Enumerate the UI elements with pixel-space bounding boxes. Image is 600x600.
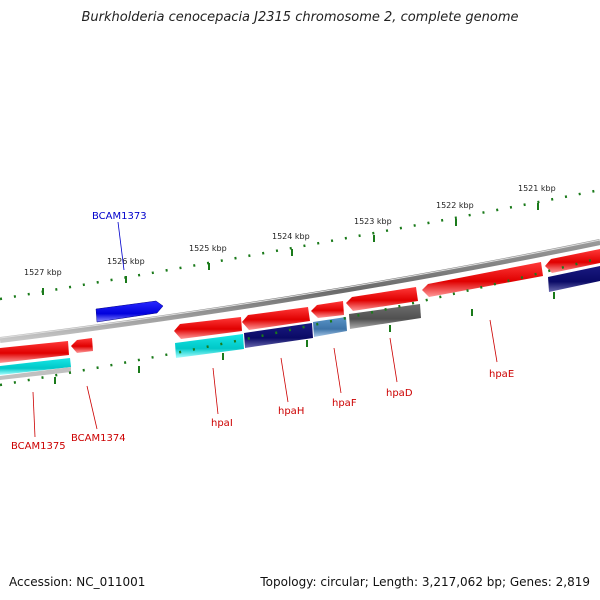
leader-line-hpah	[280, 357, 289, 403]
tick-label: 1527 kbp	[24, 268, 62, 277]
gene-label-hpah[interactable]: hpaH	[278, 406, 304, 417]
gene-label-bcam1373[interactable]: BCAM1373	[92, 211, 147, 222]
function-track	[0, 266, 600, 380]
gene-label-hpad[interactable]: hpaD	[386, 388, 413, 399]
leader-line-hpaf	[333, 347, 342, 394]
tick-label: 1523 kbp	[354, 217, 392, 226]
cds-arrow-hpaf[interactable]	[311, 301, 344, 318]
chromosome-backbone	[0, 239, 600, 343]
cds-arrow-hpai[interactable]	[174, 317, 242, 339]
cds-arrow-bcam1374[interactable]	[71, 338, 93, 353]
gene-label-hpai[interactable]: hpaI	[211, 418, 233, 429]
cds-arrow-bcam1375[interactable]	[0, 341, 69, 363]
gene-labels: BCAM1373 BCAM1374 BCAM1375 hpaI hpaH hpa…	[11, 211, 514, 452]
gene-label-bcam1375[interactable]: BCAM1375	[11, 441, 66, 452]
map-title: Burkholderia cenocepacia J2315 chromosom…	[81, 10, 519, 25]
cds-arrow-hpad[interactable]	[346, 287, 418, 311]
category-gray-band	[0, 367, 71, 380]
category-block-hpad[interactable]	[349, 304, 421, 329]
leader-line-bcam1373	[117, 221, 125, 271]
tick-label: 1525 kbp	[189, 244, 227, 253]
gene-arrow-bcam1373[interactable]	[95, 300, 164, 323]
cds-arrow-hpah[interactable]	[242, 307, 310, 330]
category-block-right[interactable]	[548, 266, 600, 292]
gene-label-hpae[interactable]: hpaE	[489, 369, 514, 380]
tick-label: 1521 kbp	[518, 184, 556, 193]
leader-line-hpae	[489, 319, 498, 363]
category-block-bcam1375[interactable]	[0, 358, 71, 375]
gene-label-bcam1374[interactable]: BCAM1374	[71, 433, 126, 444]
tick-label: 1524 kbp	[272, 232, 310, 241]
leader-line-hpad	[389, 337, 398, 383]
leader-line-hpai	[212, 367, 219, 415]
leader-line-bcam1374	[86, 385, 98, 430]
cds-track-minus	[0, 249, 600, 363]
genome-summary: Topology: circular; Length: 3,217,062 bp…	[260, 575, 590, 589]
tick-labels: 1527 kbp 1526 kbp 1525 kbp 1524 kbp 1523…	[24, 184, 556, 277]
chromosome-backbone-highlight	[0, 239, 600, 339]
outer-tick-ruler	[0, 188, 600, 301]
leader-line-bcam1375	[32, 391, 36, 438]
category-block-hpai[interactable]	[175, 334, 244, 358]
tick-label: 1522 kbp	[436, 201, 474, 210]
gene-label-hpaf[interactable]: hpaF	[332, 398, 357, 409]
cds-arrow-next[interactable]	[545, 249, 600, 273]
category-block-hpah[interactable]	[244, 323, 313, 348]
tick-label: 1526 kbp	[107, 257, 145, 266]
cds-arrow-hpae[interactable]	[422, 262, 543, 297]
accession-label: Accession: NC_011001	[9, 575, 146, 589]
outer-ruler-arc	[0, 188, 600, 301]
category-block-hpaf[interactable]	[313, 317, 347, 337]
